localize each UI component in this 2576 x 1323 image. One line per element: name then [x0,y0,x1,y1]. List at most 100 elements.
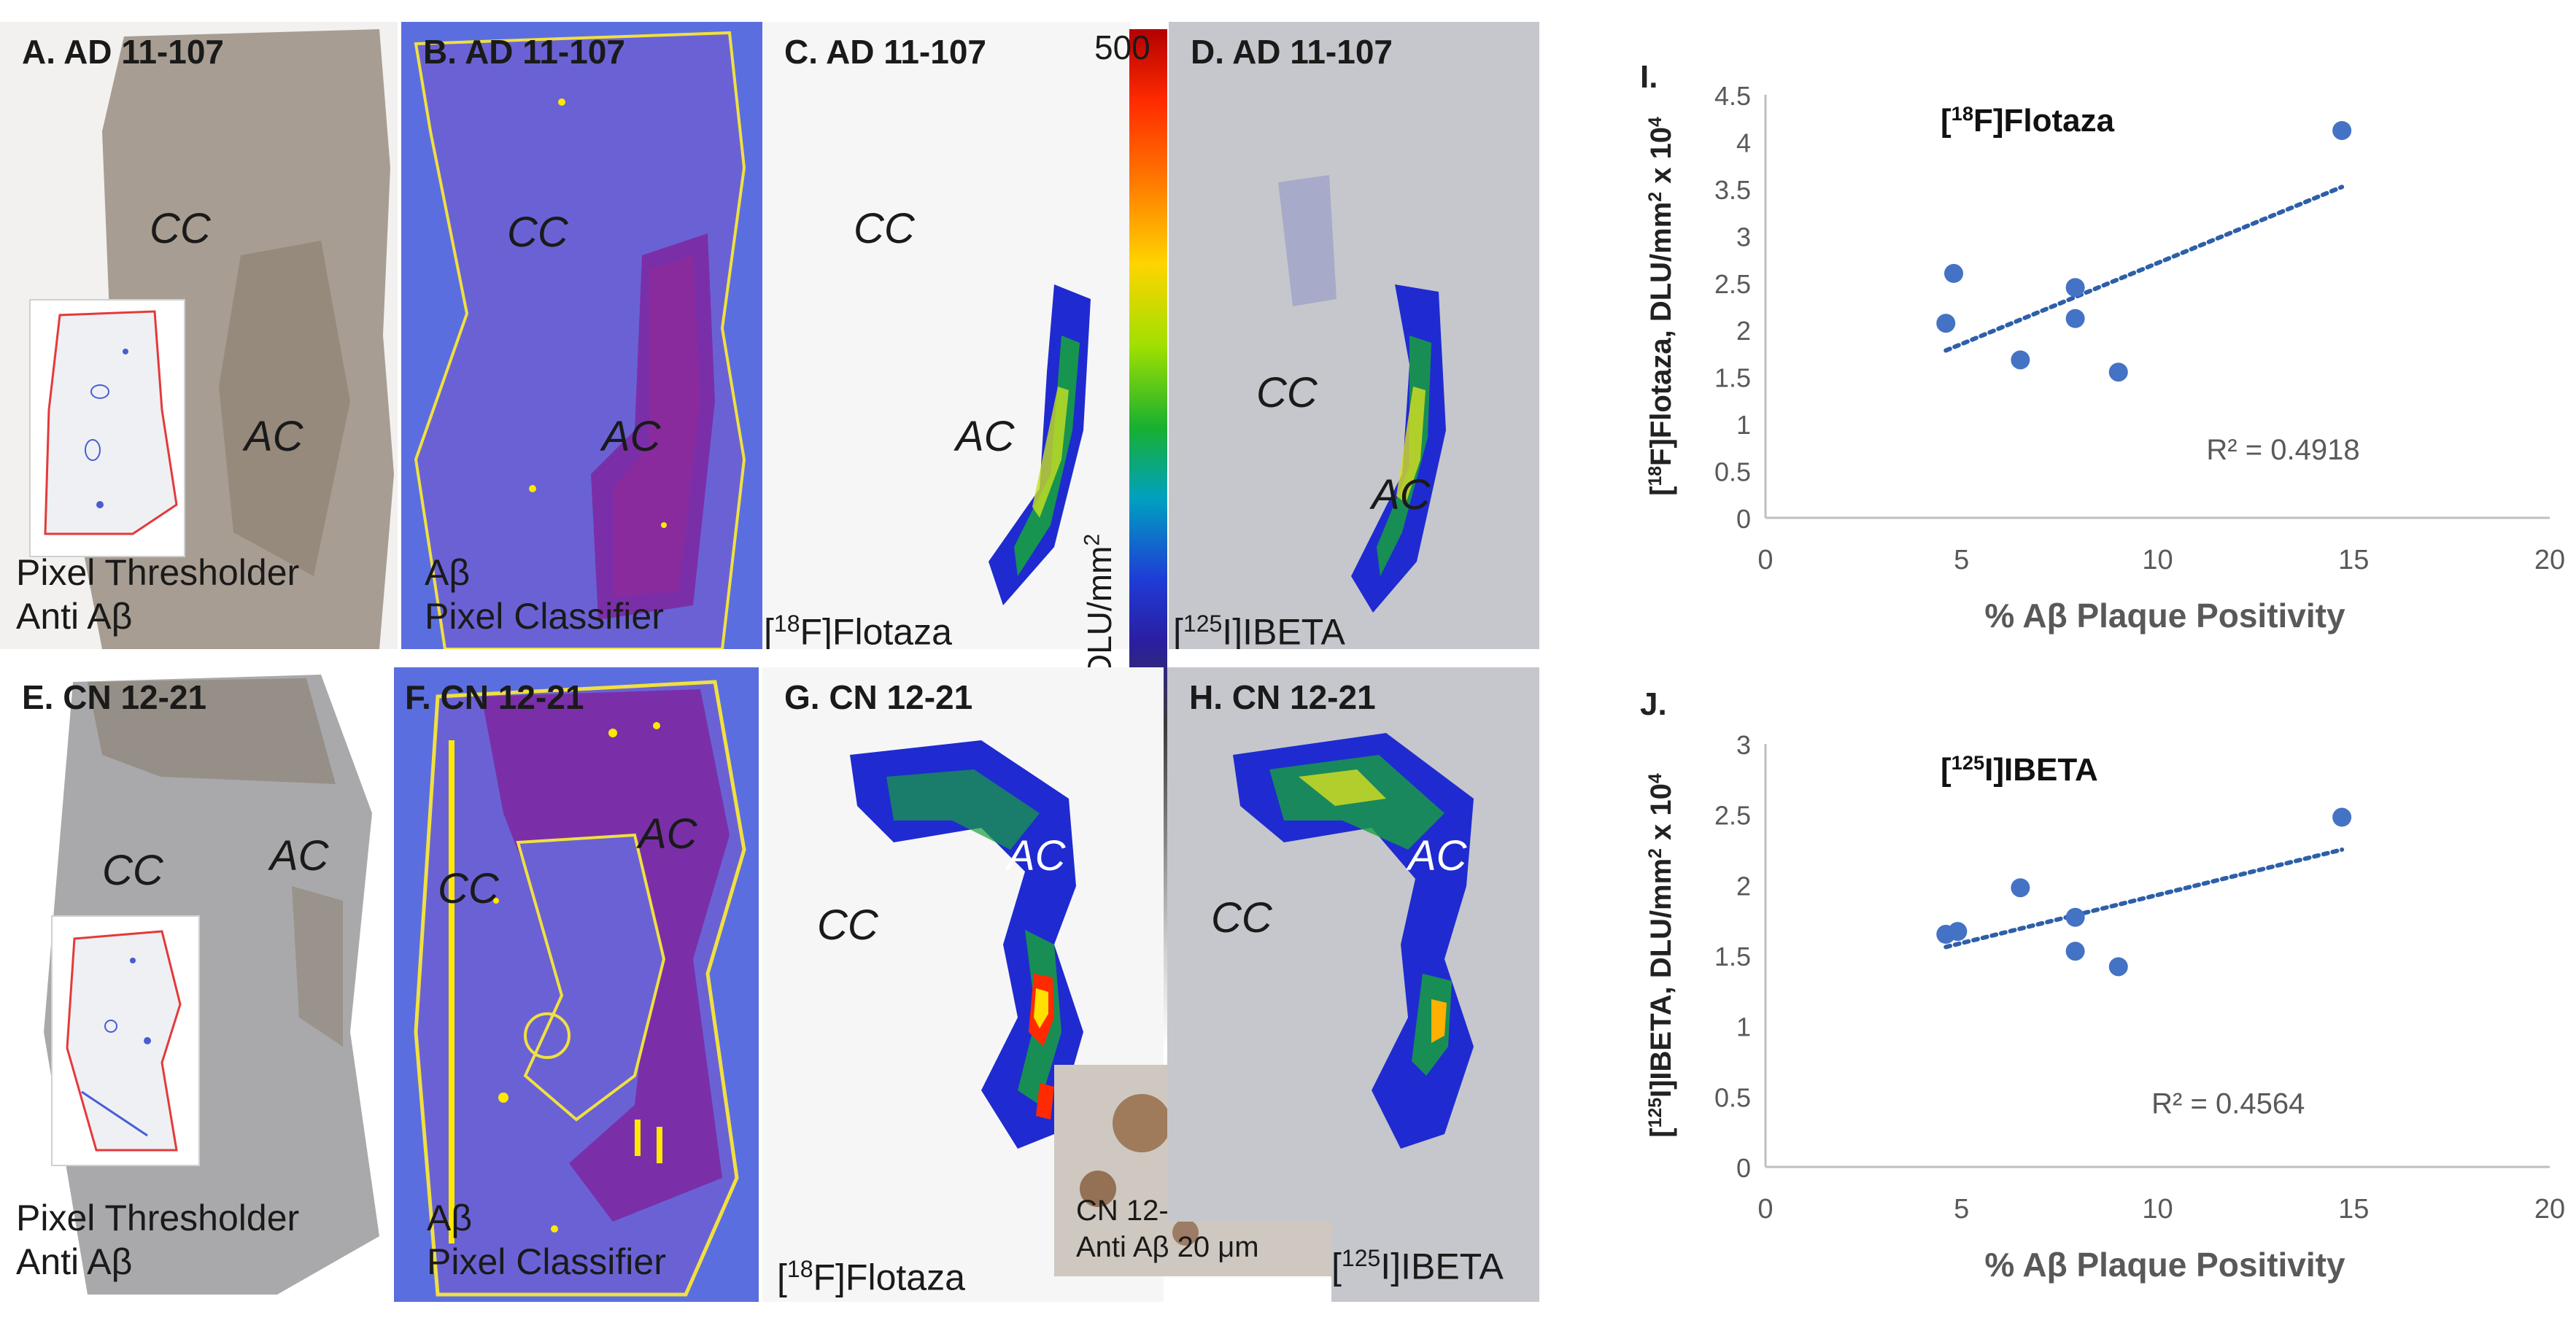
chart-i-xtick-4: 20 [2534,545,2565,575]
panel-c-title: C. AD 11-107 [784,33,986,71]
panel-d-ac-label: AC [1372,471,1431,519]
panel-h-title: H. CN 12-21 [1189,678,1376,716]
panel-h-cc-label: CC [1211,894,1272,942]
panel-c-caption: [18F]Flotaza [764,602,952,649]
panel-g-caption: [18F]Flotaza [777,1247,965,1300]
colorbar-unit-sup: 2 [1080,533,1105,546]
chart-i-r2: R² = 0.4918 [2206,434,2359,466]
panel-g-cc-label: CC [817,901,878,949]
panel-a-caption-line1: Pixel Thresholder [16,552,300,593]
chart-i-ytick-4: 2 [1736,316,1751,346]
chart-j-ytick-1: 0.5 [1714,1082,1751,1112]
chart-i-ylabel: [18F]Flotaza, DLU/mm2 x 104 [1645,117,1677,496]
chart-j-xlabel: % Aβ Plaque Positivity [1984,1246,2345,1284]
chart-i-ytick-7: 3.5 [1714,175,1751,205]
colorbar-unit-label: DLU/mm2 [1080,534,1119,678]
chart-i-ytick-2: 1 [1736,410,1751,440]
panel-f-caption-line1: Aβ [427,1198,473,1238]
chart-i-xtick-3: 15 [2338,545,2369,575]
panel-c-cc-label: CC [854,205,915,252]
chart-i-xlabel: % Aβ Plaque Positivity [1984,597,2345,635]
chart-i-point-4 [2065,309,2085,328]
panel-a-title: A. AD 11-107 [22,33,224,71]
panel-b-caption: Aβ Pixel Classifier [425,551,664,638]
chart-j-point-1 [1948,922,1968,942]
panel-d-caption-post: I]IBETA [1222,611,1345,649]
panel-g-autoradiograph [850,740,1083,1149]
chart-i: I. 0 0.5 1 1.5 2 2.5 3 3.5 4 4.5 0 5 10 15 20 [18F]Flota… [1612,44,2565,671]
panel-g-ac-label: AC [1007,832,1066,880]
chart-i-xtick-2: 10 [2142,545,2173,575]
panel-c-ac-label: AC [956,413,1015,460]
panel-c-caption-post: F]Flotaza [800,611,952,649]
panel-f-ac-label: AC [638,810,697,858]
panel-e-title: E. CN 12-21 [22,678,207,716]
panel-c-autoradiograph [989,284,1091,605]
chart-j-title: [125I]IBETA [1941,751,2098,788]
panel-h-caption: [125I]IBETA [1331,1236,1504,1289]
panel-h: H. CN 12-21 CC AC [1167,667,1539,1222]
panel-b-title: B. AD 11-107 [423,33,625,71]
panel-f-caption: Aβ Pixel Classifier [427,1196,666,1284]
panel-b-tissue [414,31,746,649]
panel-f: F. CN 12-21 CC AC Aβ Pixel Classifier [394,667,759,1302]
chart-i-ytick-9: 4.5 [1714,81,1751,111]
panel-c-caption-pre: [ [764,611,774,649]
colorbar-unit-text: DLU/mm [1080,546,1118,678]
panel-h-caption-post: I]IBETA [1380,1246,1504,1287]
chart-i-trendline [1943,185,2345,353]
panel-d: D. AD 11-107 CC AC [125I]IBETA [1169,22,1539,649]
panel-h-autoradiograph [1233,733,1474,1149]
panel-h-caption-pre: [ [1331,1246,1342,1287]
chart-i-ytick-5: 2.5 [1714,269,1751,299]
panel-g-caption-post: F]Flotaza [813,1257,965,1298]
chart-j-panel-label: J. [1640,686,1667,722]
chart-i-point-6 [2332,120,2352,140]
panel-c-caption-sup: 18 [773,610,800,637]
chart-j-trendline [1943,847,2345,950]
chart-j-ylabel: [125I]IBETA, DLU/mm2 x 104 [1645,773,1677,1138]
panel-h-bottom: [125I]IBETA [1331,1222,1539,1302]
panel-a-inset [29,299,185,557]
chart-j-point-6 [2332,807,2352,827]
chart-i-point-1 [1944,263,1963,283]
chart-j-point-4 [2065,942,2085,961]
chart-i-ytick-3: 1.5 [1714,363,1751,393]
panel-e: E. CN 12-21 CC AC Pixel Thresholder Anti… [0,667,390,1302]
chart-i-point-3 [2065,278,2085,298]
panel-b-ac-label: AC [602,413,661,460]
panel-b-caption-line1: Aβ [425,552,471,593]
panel-h-ac-label: AC [1408,832,1467,880]
chart-i-ytick-1: 0.5 [1714,457,1751,487]
panel-b: B. AD 11-107 CC AC Aβ Pixel Classifier [401,22,762,649]
chart-j-ytick-6: 3 [1736,730,1751,760]
chart-i-xtick-1: 5 [1954,545,1969,575]
panel-g-title: G. CN 12-21 [784,678,973,716]
panel-g-caption-sup: 18 [786,1256,813,1282]
panel-a-ac-label: AC [244,413,303,460]
chart-j-ytick-0: 0 [1736,1153,1751,1183]
panel-e-inset [51,915,200,1166]
chart-j-point-5 [2108,957,2128,977]
chart-i-svg: I. 0 0.5 1 1.5 2 2.5 3 3.5 4 4.5 0 5 10 15 20 [18F]Flota… [1640,59,2565,635]
panel-d-caption-sup: 125 [1183,610,1223,637]
inset-line2: Anti Aβ 20 μm [1076,1231,1259,1263]
chart-j-svg: J. 0 0.5 1 1.5 2 2.5 3 0 5 10 15 20 [125I]IBETA R² = 0… [1640,686,2565,1284]
panel-e-caption-line1: Pixel Thresholder [16,1198,300,1238]
panel-e-cc-label: CC [102,847,163,894]
panel-f-cc-label: CC [438,865,499,912]
chart-j-xtick-0: 0 [1757,1194,1773,1225]
chart-j-xtick-1: 5 [1954,1194,1969,1225]
panel-f-title: F. CN 12-21 [405,678,584,716]
chart-i-ytick-0: 0 [1736,504,1751,534]
chart-i-point-5 [2108,362,2128,382]
chart-i-panel-label: I. [1640,59,1658,95]
chart-j-xtick-4: 20 [2534,1194,2565,1225]
panel-h-caption-sup: 125 [1341,1245,1381,1271]
chart-j-xtick-3: 15 [2338,1194,2369,1225]
chart-j-point-3 [2065,907,2085,927]
panel-b-caption-line2: Pixel Classifier [425,596,664,637]
panel-d-title: D. AD 11-107 [1191,33,1393,71]
chart-j-ytick-2: 1 [1736,1012,1751,1042]
chart-j-ytick-5: 2.5 [1714,801,1751,831]
